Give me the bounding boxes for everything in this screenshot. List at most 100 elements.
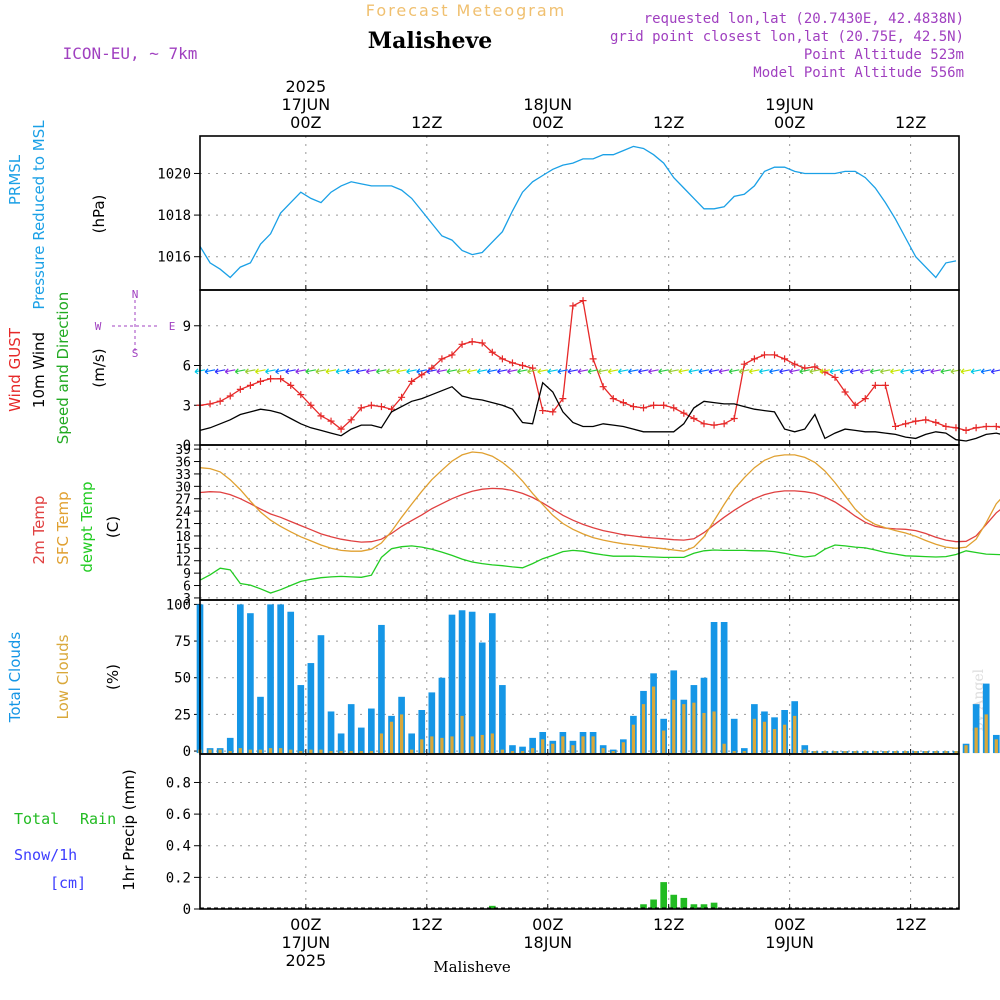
y-tick-label: 36: [175, 456, 191, 471]
total-cloud-bar: [499, 685, 506, 754]
y-tick-label: 0.8: [166, 775, 191, 791]
gust-point: [650, 401, 658, 409]
top-hour-label: 00Z: [774, 113, 805, 132]
wind-direction-arrow: [849, 368, 861, 375]
total-cloud-bar: [226, 737, 234, 754]
panel-3: 0 25 50 75 100: [166, 597, 1000, 760]
rain-bar: [650, 899, 657, 909]
low-cloud-bar: [964, 745, 968, 754]
wind-direction-arrow: [557, 368, 568, 375]
wind-direction-arrow: [275, 368, 286, 375]
low-cloud-bar: [903, 751, 908, 754]
gust-point: [277, 375, 285, 383]
wind-direction-arrow: [537, 368, 548, 375]
low-cloud-bar: [833, 751, 837, 754]
wind-direction-arrow: [567, 368, 579, 375]
wind-direction-arrow: [265, 368, 276, 375]
wind-direction-arrow: [678, 368, 689, 375]
low-cloud-bar: [601, 748, 605, 754]
total-cloud-bar: [468, 611, 476, 754]
low-cloud-bar: [420, 739, 424, 754]
gust-point: [206, 400, 214, 408]
bottom-hour-label: 12Z: [895, 915, 926, 934]
low-cloud-bar: [611, 751, 615, 754]
wind-direction-arrow: [244, 368, 256, 375]
low-cloud-bar: [399, 714, 404, 754]
gust-point: [740, 360, 748, 368]
low-cloud-bar: [783, 724, 787, 754]
low-cloud-bar: [541, 739, 545, 754]
wind-unit-label: (m/s): [90, 348, 108, 387]
gust-point: [891, 422, 899, 430]
bottom-hour-label: 00Z: [290, 915, 321, 934]
gust-point: [377, 403, 385, 411]
forecast-title: Forecast Meteogram: [366, 1, 566, 20]
wind-direction-arrow: [577, 368, 589, 375]
low-cloud-bar: [551, 743, 555, 754]
y-tick-label: 21: [175, 518, 191, 533]
low-cloud-bar: [651, 686, 656, 754]
wind-direction-arrow: [476, 368, 488, 375]
y-tick-label: 9: [183, 319, 191, 335]
rain-bar: [660, 882, 667, 909]
bottom-day-label: 18JUN: [523, 933, 572, 952]
gust-point: [619, 399, 627, 407]
gust-point: [508, 359, 516, 367]
gust-point: [670, 404, 678, 412]
low-cloud-bar: [238, 748, 242, 754]
gust-point: [690, 415, 698, 423]
low-cloud-bar: [662, 730, 666, 754]
low-cloud-bar: [571, 745, 575, 754]
rain-bar: [700, 904, 708, 909]
wind-direction-arrow: [345, 368, 357, 375]
series-10m-wind: [199, 381, 1000, 442]
low-cloud-bar: [974, 727, 978, 754]
low-cloud-bar: [742, 751, 746, 754]
total-cloud-bar: [287, 611, 295, 754]
gust-point: [539, 407, 547, 415]
low-cloud-bar: [369, 751, 373, 754]
wind-direction-arrow: [416, 368, 427, 375]
low-cloud-bar: [682, 704, 686, 754]
total-cloud-bar: [277, 604, 284, 754]
y-tick-label: 50: [174, 671, 191, 687]
gust-point: [831, 373, 839, 381]
gust-point: [720, 420, 728, 428]
gust-point: [660, 401, 668, 409]
gust-point: [730, 415, 738, 423]
wind-direction-arrow: [920, 368, 931, 375]
total-cloud-bar: [378, 624, 385, 754]
wind-direction-arrow: [980, 368, 992, 375]
total-cloud-bar: [257, 696, 264, 754]
low-cloud-bar: [692, 702, 696, 754]
low-cloud-bar: [208, 749, 212, 754]
gust-point: [236, 385, 244, 393]
wind-direction-arrow: [507, 368, 518, 375]
top-hour-label: 12Z: [411, 113, 442, 132]
low-cloud-bar: [873, 751, 877, 754]
gust-point: [771, 351, 779, 359]
y-tick-label: 1016: [157, 250, 191, 266]
gust-point: [317, 412, 325, 420]
rain-bar: [670, 894, 678, 909]
low-cloud-bar: [430, 736, 434, 754]
y-tick-label: 9: [183, 567, 191, 582]
precip-labels: Total Rain Snow/1h [cm] 1hr Precip (mm): [14, 769, 138, 892]
wind-direction-arrow: [970, 368, 982, 375]
gust-point: [821, 368, 829, 376]
wind-direction-arrow: [748, 368, 760, 375]
total-cloud-bar: [529, 737, 536, 754]
panel-4: 0 0.2 0.4 0.6 0.8: [166, 753, 960, 918]
low-cloud-bar: [702, 712, 706, 754]
compass-s: S: [132, 347, 139, 360]
wind-direction-arrow: [779, 368, 790, 375]
panel-frame: [199, 753, 960, 910]
low-cloud-bar: [359, 751, 363, 754]
gust-point: [408, 377, 416, 385]
wind-direction-arrow: [668, 368, 679, 375]
y-tick-label: 30: [175, 480, 191, 495]
dewpt-label: dewpt Temp: [78, 481, 96, 572]
y-tick-label: 24: [175, 505, 191, 520]
bottom-hour-label: 00Z: [532, 915, 563, 934]
y-tick-label: 6: [183, 580, 191, 595]
